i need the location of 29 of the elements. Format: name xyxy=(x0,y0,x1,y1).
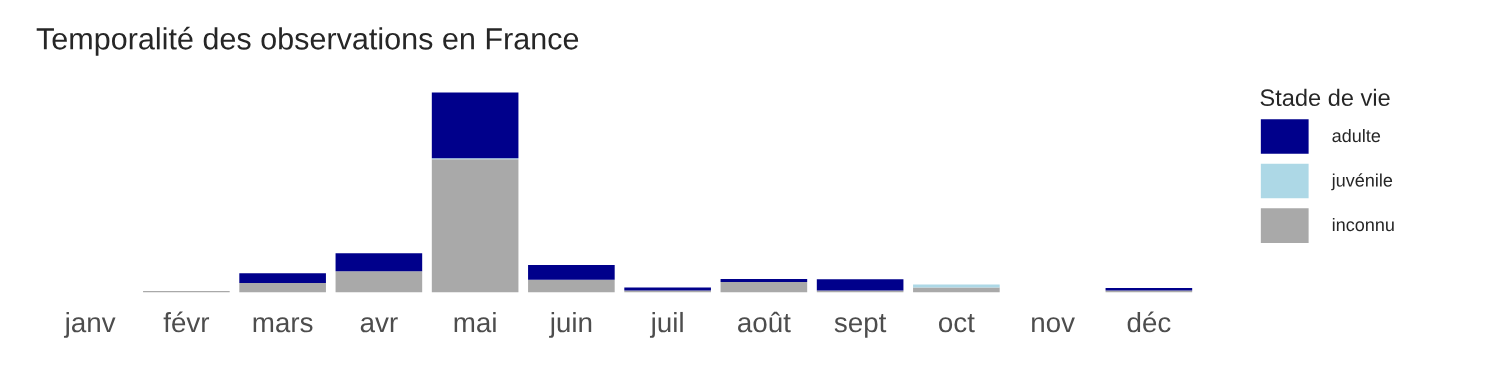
x-tick-label: août xyxy=(738,311,791,333)
bar xyxy=(335,271,423,293)
bar xyxy=(431,92,519,159)
bar xyxy=(720,282,808,293)
x-tick-label: nov xyxy=(1032,317,1075,333)
x-tick-label: oct xyxy=(939,314,975,333)
bar xyxy=(816,279,904,291)
x-tick-label: sept xyxy=(834,314,887,338)
bar xyxy=(431,159,519,293)
x-tick-label: déc xyxy=(1127,311,1171,333)
x-tick-label: avr xyxy=(360,317,398,333)
bar xyxy=(720,279,808,283)
x-tick-label: mars xyxy=(253,317,313,333)
bar xyxy=(335,253,423,272)
x-tick-label: mai xyxy=(454,311,496,333)
bar xyxy=(913,284,1000,288)
bar xyxy=(528,264,615,280)
chart-title: Temporalité des observations en France xyxy=(36,26,579,56)
bar xyxy=(239,273,326,283)
x-tick-label: juil xyxy=(649,311,683,338)
x-tick-label: janv xyxy=(63,311,116,338)
legend-label: adulte xyxy=(1332,128,1381,143)
bar xyxy=(239,282,326,293)
legend-title: Stade de vie xyxy=(1260,88,1390,107)
legend-label: inconnu xyxy=(1332,217,1394,232)
x-tick-label: juin xyxy=(549,311,592,338)
x-tick-label: févr xyxy=(163,311,210,333)
legend-label: juvénile xyxy=(1331,173,1393,191)
bar xyxy=(528,279,615,293)
